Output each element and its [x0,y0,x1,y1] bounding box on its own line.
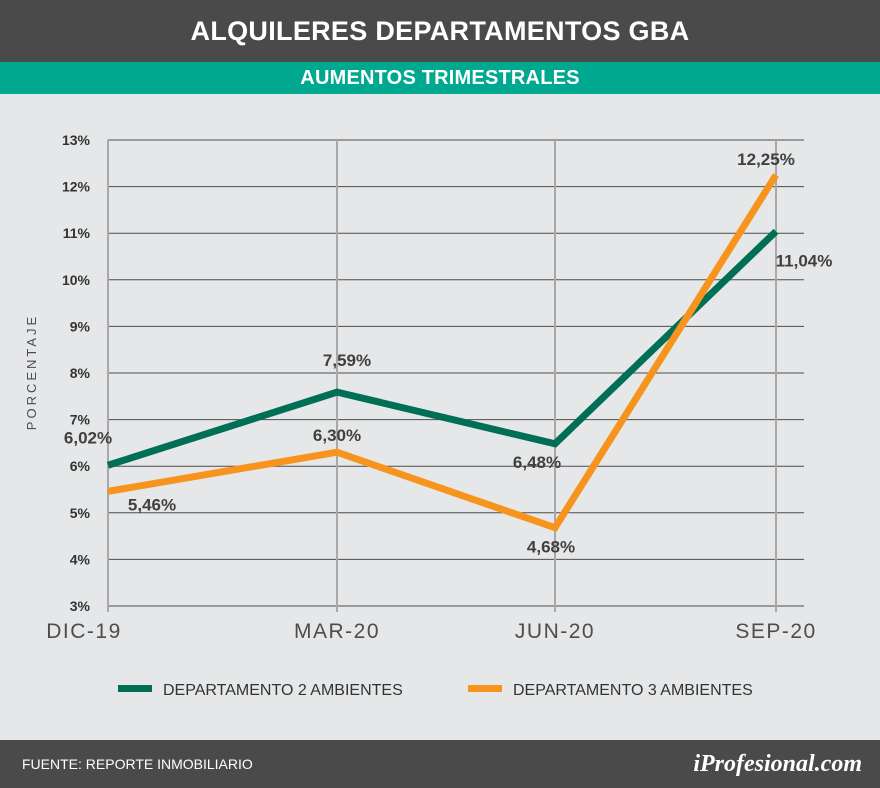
y-tick-label: 3% [70,598,91,614]
x-tick-label: JUN-20 [515,620,595,643]
series-line-2 [107,173,779,532]
y-tick-label: 9% [70,318,91,334]
x-tick-label: SEP-20 [735,620,816,643]
source-note: FUENTE: REPORTE INMOBILIARIO [22,756,253,772]
y-tick-label: 10% [62,272,91,288]
chart-title: ALQUILERES DEPARTAMENTOS GBA [0,0,880,62]
brand-logo: iProfesional.com [693,750,862,777]
y-tick-label: 6% [70,458,91,474]
data-label: 11,04% [776,251,833,270]
y-tick-label: 11% [63,225,91,241]
legend-label-1: DEPARTAMENTO 2 AMBIENTES [163,682,403,699]
x-tick-label: MAR-20 [294,620,380,643]
data-label: 4,68% [527,538,575,557]
legend-label-2: DEPARTAMENTO 3 AMBIENTES [513,682,753,699]
x-tick-label: DIC-19 [46,620,122,643]
data-label: 6,30% [313,426,361,445]
chart-subtitle: AUMENTOS TRIMESTRALES [0,62,880,94]
data-label: 5,46% [128,495,176,514]
data-label: 7,59% [323,351,371,370]
data-label: 6,48% [513,453,561,472]
legend-swatch-1 [118,685,152,692]
data-label: 12,25% [737,150,795,169]
chart-area: 3% 4% 5% 6% 7% 8% 9% 10% 11% 12% 13% DIC-19 MAR-20 JU… [0,94,880,740]
y-tick-label: 7% [70,412,91,428]
footer: FUENTE: REPORTE INMOBILIARIO iProfesiona… [0,740,880,788]
y-tick-label: 8% [70,365,91,381]
legend-swatch-2 [468,685,502,692]
line-chart: 3% 4% 5% 6% 7% 8% 9% 10% 11% 12% 13% DIC-19 MAR-20 JU… [24,132,833,699]
y-tick-label: 12% [62,179,91,195]
data-label: 6,02% [64,428,112,447]
y-tick-label: 4% [70,551,91,567]
y-axis-label: PORCENTAJE [24,314,39,430]
y-tick-label: 5% [70,505,91,521]
series-line-1 [106,228,779,469]
y-tick-label: 13% [62,132,91,148]
